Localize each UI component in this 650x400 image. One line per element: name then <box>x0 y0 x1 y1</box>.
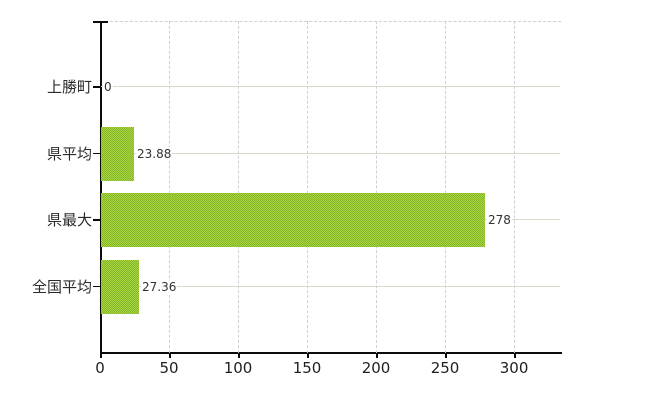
category-gridline <box>101 285 560 287</box>
bar <box>101 126 134 181</box>
x-axis-tick <box>169 353 171 358</box>
bar <box>101 259 139 314</box>
x-axis-tick <box>445 353 447 358</box>
x-axis-tick <box>307 353 309 358</box>
y-axis-tick <box>93 152 100 155</box>
category-label: 上勝町 <box>46 78 92 97</box>
x-tick-label: 150 <box>292 359 322 377</box>
y-axis-line <box>100 21 102 358</box>
x-axis-tick <box>514 353 516 358</box>
bar <box>101 193 485 248</box>
value-label: 23.88 <box>136 146 173 161</box>
value-label: 27.36 <box>141 279 178 294</box>
x-gridline <box>445 21 447 353</box>
x-tick-label: 300 <box>499 359 529 377</box>
x-gridline <box>307 21 309 353</box>
category-gridline <box>101 86 560 88</box>
category-label: 県最大 <box>46 211 92 230</box>
x-tick-label: 100 <box>223 359 253 377</box>
y-axis-top-tick <box>93 21 108 23</box>
x-tick-label: 200 <box>361 359 391 377</box>
y-axis-tick <box>93 285 100 288</box>
value-label: 0 <box>103 80 113 95</box>
x-gridline <box>238 21 240 353</box>
value-label: 278 <box>487 213 512 228</box>
y-axis-tick <box>93 219 100 221</box>
x-tick-label: 250 <box>430 359 460 377</box>
x-axis-tick <box>100 353 102 358</box>
category-gridline <box>101 152 560 154</box>
plot-top-border <box>100 21 561 22</box>
x-gridline <box>169 21 170 353</box>
x-axis-tick <box>238 353 240 358</box>
category-label: 全国平均 <box>31 277 92 296</box>
category-label: 県平均 <box>46 144 92 163</box>
x-gridline <box>514 21 516 353</box>
y-axis-tick <box>93 86 100 88</box>
x-axis-line <box>100 352 562 354</box>
x-tick-label: 0 <box>95 359 105 377</box>
x-axis-tick <box>376 353 378 358</box>
x-tick-label: 50 <box>159 359 179 377</box>
x-gridline <box>376 21 378 353</box>
